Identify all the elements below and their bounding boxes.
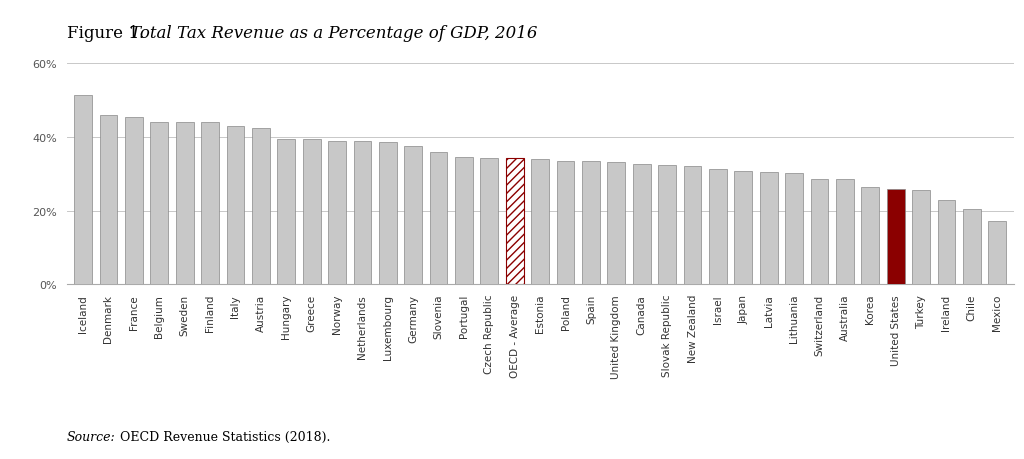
Bar: [912, 191, 930, 285]
Bar: [480, 159, 499, 285]
Bar: [938, 200, 955, 285]
Bar: [99, 116, 118, 285]
Bar: [379, 143, 396, 285]
Bar: [353, 142, 372, 285]
Bar: [125, 118, 142, 285]
Bar: [303, 140, 321, 285]
Bar: [582, 162, 600, 285]
Bar: [557, 161, 574, 285]
Bar: [760, 173, 777, 285]
Bar: [658, 165, 676, 285]
Text: Source:: Source:: [67, 430, 116, 443]
Bar: [455, 157, 473, 285]
Bar: [430, 152, 447, 285]
Text: Total Tax Revenue as a Percentage of GDP, 2016: Total Tax Revenue as a Percentage of GDP…: [130, 25, 538, 42]
Bar: [278, 140, 295, 285]
Text: Figure 1.: Figure 1.: [67, 25, 148, 42]
Bar: [201, 123, 219, 285]
Bar: [709, 169, 727, 285]
Bar: [811, 180, 828, 285]
Bar: [988, 221, 1007, 285]
Bar: [684, 167, 701, 285]
Text: OECD Revenue Statistics (2018).: OECD Revenue Statistics (2018).: [116, 430, 330, 443]
Bar: [607, 162, 626, 285]
Bar: [887, 190, 904, 285]
Bar: [252, 129, 269, 285]
Bar: [963, 210, 981, 285]
Bar: [74, 95, 92, 285]
Bar: [404, 146, 422, 285]
Bar: [785, 174, 803, 285]
Bar: [861, 188, 880, 285]
Bar: [328, 141, 346, 285]
Bar: [176, 123, 194, 285]
Bar: [836, 180, 854, 285]
Bar: [506, 159, 523, 285]
Bar: [734, 172, 753, 285]
Bar: [151, 122, 168, 285]
Bar: [226, 127, 245, 285]
Bar: [633, 164, 650, 285]
Bar: [531, 160, 549, 285]
